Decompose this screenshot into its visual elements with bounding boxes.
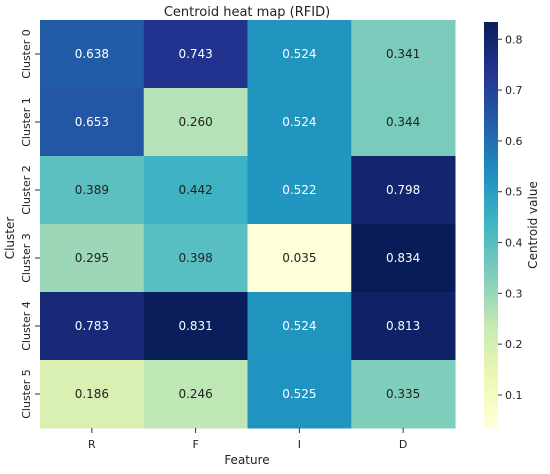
y-axis-label: Cluster (3, 217, 17, 260)
cell-value-label: 0.831 (178, 319, 212, 333)
heatmap-cells: 0.638 0.743 0.524 0.341 0.653 0.260 0.524 0.344… (40, 20, 456, 429)
heatmap-cell (247, 156, 352, 225)
cell-value-label: 0.524 (282, 319, 316, 333)
cell-value-label: 0.295 (75, 251, 109, 265)
heatmap-cell (247, 224, 352, 293)
y-tick-label: Cluster 1 (20, 97, 33, 147)
cell-value-label: 0.389 (75, 183, 109, 197)
heatmap-cell (40, 156, 145, 225)
y-tick-label: Cluster 2 (20, 165, 33, 215)
colorbar-tick-label: 0.8 (505, 33, 523, 46)
heatmap-cell (143, 224, 248, 293)
cell-value-label: 0.035 (282, 251, 316, 265)
chart-title: Centroid heat map (RFID) (164, 5, 330, 20)
heatmap-cell (247, 20, 352, 89)
y-axis-ticks: Cluster 0 Cluster 1 Cluster 2 Cluster 3 Clus… (20, 29, 40, 419)
cell-value-label: 0.813 (386, 319, 420, 333)
heatmap-cell (143, 88, 248, 157)
cell-value-label: 0.522 (282, 183, 316, 197)
y-tick-label: Cluster 5 (20, 369, 33, 419)
x-tick-label: I (298, 438, 301, 451)
y-tick-label: Cluster 3 (20, 233, 33, 283)
heatmap-cell (40, 224, 145, 293)
colorbar: 0.1 0.2 0.3 0.4 0.5 0.6 0.7 0.8 (484, 22, 523, 428)
colorbar-gradient (484, 22, 498, 428)
heatmap-cell (351, 156, 456, 225)
y-tick-label: Cluster 4 (20, 301, 33, 351)
heatmap-cell (40, 360, 145, 429)
heatmap-cell (351, 360, 456, 429)
colorbar-tick-label: 0.4 (505, 237, 523, 250)
heatmap-cell (40, 88, 145, 157)
cell-value-label: 0.525 (282, 387, 316, 401)
colorbar-label: Centroid value (526, 181, 540, 269)
heatmap-cell (247, 292, 352, 361)
colorbar-tick-label: 0.6 (505, 135, 523, 148)
x-tick-label: R (88, 438, 96, 451)
heatmap-cell (143, 156, 248, 225)
colorbar-tick-label: 0.3 (505, 287, 523, 300)
heatmap-cell (40, 20, 145, 89)
cell-value-label: 0.186 (75, 387, 109, 401)
heatmap-cell (247, 360, 352, 429)
colorbar-tick-label: 0.1 (505, 389, 523, 402)
y-tick-label: Cluster 0 (20, 29, 33, 79)
x-axis-label: Feature (224, 453, 269, 467)
cell-value-label: 0.653 (75, 115, 109, 129)
cell-value-label: 0.246 (178, 387, 212, 401)
heatmap-cell (247, 88, 352, 157)
cell-value-label: 0.442 (178, 183, 212, 197)
cell-value-label: 0.398 (178, 251, 212, 265)
cell-value-label: 0.344 (386, 115, 420, 129)
heatmap-cell (351, 292, 456, 361)
heatmap-cell (40, 292, 145, 361)
heatmap-cell (143, 292, 248, 361)
cell-value-label: 0.783 (75, 319, 109, 333)
heatmap-cell (351, 20, 456, 89)
cell-value-label: 0.638 (75, 47, 109, 61)
heatmap-cell (351, 224, 456, 293)
cell-value-label: 0.260 (178, 115, 212, 129)
colorbar-tick-label: 0.7 (505, 84, 523, 97)
cell-value-label: 0.524 (282, 47, 316, 61)
cell-value-label: 0.834 (386, 251, 420, 265)
colorbar-tick-label: 0.5 (505, 186, 523, 199)
heatmap-cell (143, 20, 248, 89)
cell-value-label: 0.743 (178, 47, 212, 61)
cell-value-label: 0.341 (386, 47, 420, 61)
x-tick-label: D (399, 438, 407, 451)
x-tick-label: F (192, 438, 198, 451)
colorbar-tick-label: 0.2 (505, 338, 523, 351)
cell-value-label: 0.798 (386, 183, 420, 197)
cell-value-label: 0.335 (386, 387, 420, 401)
heatmap-cell (143, 360, 248, 429)
heatmap-cell (351, 88, 456, 157)
cell-value-label: 0.524 (282, 115, 316, 129)
